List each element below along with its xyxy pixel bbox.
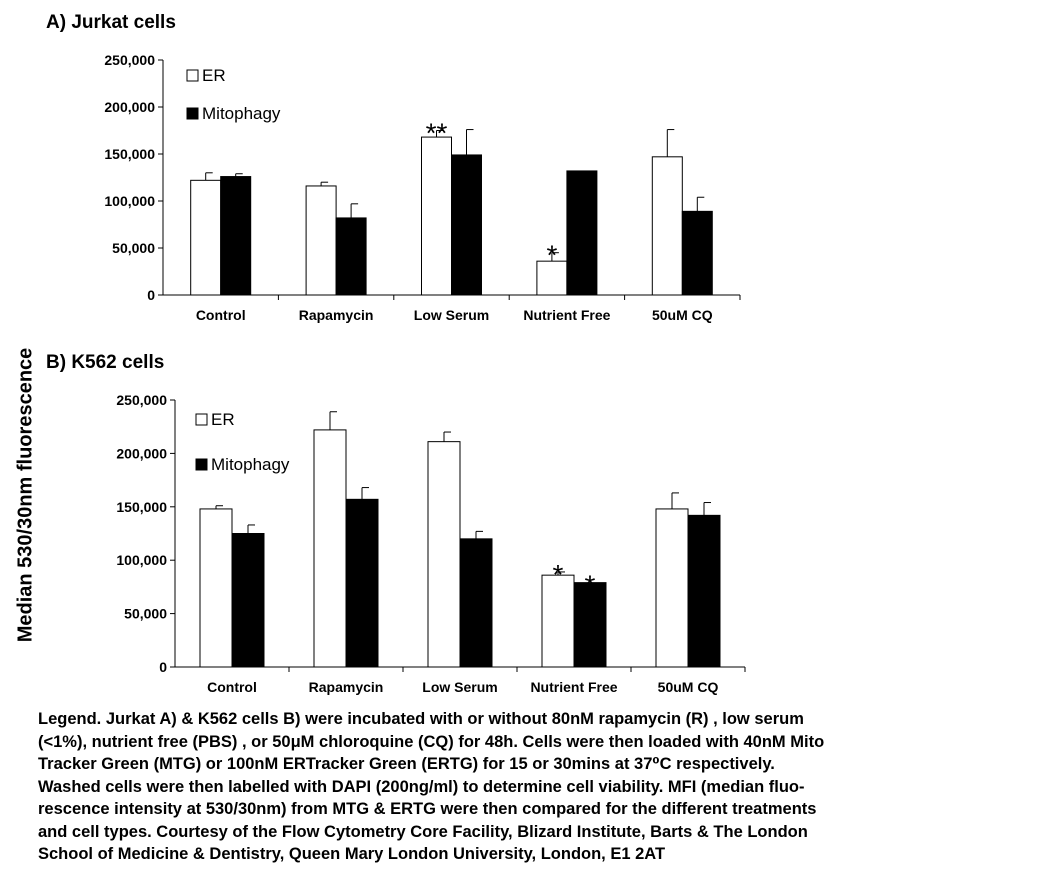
caption-line: School of Medicine & Dentistry, Queen Ma… — [38, 845, 666, 863]
y-tick-label: 200,000 — [104, 99, 155, 115]
bar-er — [651, 156, 683, 296]
caption-line: rescence intensity at 530/30nm) from MTG… — [38, 800, 817, 818]
bar-mitophagy — [220, 176, 252, 296]
x-tick-label: Rapamycin — [299, 307, 374, 323]
legend-label-mitophagy: Mitophagy — [202, 104, 281, 123]
x-tick-label: Control — [196, 307, 246, 323]
y-tick-label: 50,000 — [112, 240, 155, 256]
significance-marker: * — [585, 570, 596, 601]
legend-label-er: ER — [211, 410, 235, 429]
legend-swatch-mitophagy — [195, 458, 208, 471]
x-tick-label: Rapamycin — [309, 679, 384, 695]
caption-line: (<1%), nutrient free (PBS) , or 50μM chl… — [38, 732, 825, 751]
legend-swatch-er — [186, 69, 199, 82]
bar-er — [421, 136, 452, 296]
x-tick-label: Low Serum — [414, 307, 489, 323]
legend-label-mitophagy: Mitophagy — [211, 455, 290, 474]
bar-mitophagy — [681, 210, 713, 296]
significance-marker: * — [553, 559, 564, 590]
y-tick-label: 250,000 — [116, 392, 167, 408]
bar-er — [305, 185, 337, 296]
y-tick-label: 200,000 — [116, 445, 167, 461]
caption-line: Legend. Jurkat A) & K562 cells B) were i… — [38, 710, 804, 728]
x-tick-label: 50uM CQ — [658, 679, 719, 695]
caption-line: Tracker Green (MTG) or 100nM ERTracker G… — [38, 755, 775, 773]
bar-er — [199, 508, 233, 668]
y-tick-label: 100,000 — [116, 552, 167, 568]
bar-mitophagy — [231, 533, 265, 668]
bar-er — [655, 508, 689, 668]
bar-er — [313, 429, 347, 668]
y-tick-label: 0 — [147, 287, 155, 303]
y-tick-label: 100,000 — [104, 193, 155, 209]
y-tick-label: 150,000 — [104, 146, 155, 162]
x-tick-label: 50uM CQ — [652, 307, 713, 323]
bar-mitophagy — [573, 582, 607, 668]
x-tick-label: Low Serum — [422, 679, 497, 695]
bar-mitophagy — [451, 154, 482, 296]
legend-swatch-er — [195, 413, 208, 426]
chart-a-title: A) Jurkat cells — [46, 12, 176, 33]
bar-mitophagy — [459, 538, 493, 668]
caption-line: Washed cells were then labelled with DAP… — [38, 777, 805, 796]
y-tick-label: 250,000 — [104, 52, 155, 68]
significance-marker: * — [546, 240, 557, 271]
x-tick-label: Control — [207, 679, 257, 695]
chart-jurkat: 0 50,000 100,000 150,000 200,000 250,000 Contr… — [104, 52, 741, 323]
chart-k562: 0 50,000 100,000 150,000 200,000 250,000 Contr… — [116, 392, 746, 695]
bar-mitophagy — [335, 217, 367, 296]
figure-caption: Legend. Jurkat A) & K562 cells B) were i… — [38, 708, 1028, 866]
y-tick-label: 150,000 — [116, 499, 167, 515]
caption-line: and cell types. Courtesy of the Flow Cyt… — [38, 822, 808, 841]
bar-mitophagy — [566, 170, 598, 296]
chart-b-title: B) K562 cells — [46, 352, 165, 373]
legend-swatch-mitophagy — [186, 107, 199, 120]
y-tick-label: 50,000 — [124, 606, 167, 622]
bar-mitophagy — [345, 498, 379, 668]
y-tick-label: 0 — [159, 659, 167, 675]
bar-er — [190, 179, 222, 296]
bar-er — [427, 441, 461, 668]
x-tick-label: Nutrient Free — [530, 679, 617, 695]
significance-marker: ** — [426, 118, 448, 149]
legend-label-er: ER — [202, 66, 226, 85]
bar-mitophagy — [687, 514, 721, 668]
x-tick-label: Nutrient Free — [523, 307, 610, 323]
